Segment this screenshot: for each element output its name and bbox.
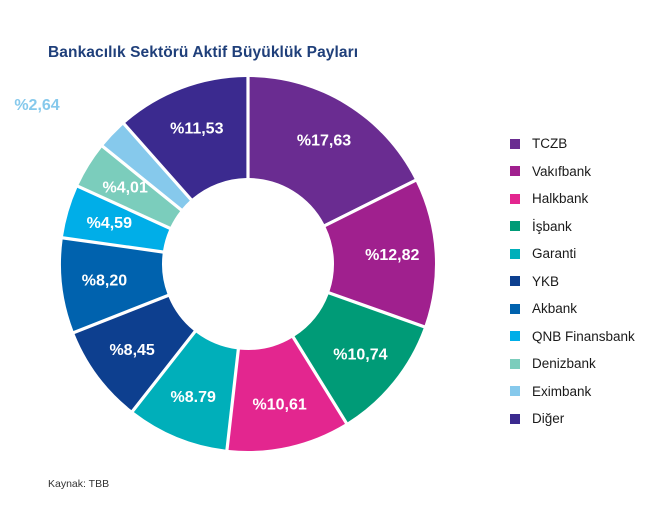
legend-swatch bbox=[510, 166, 520, 177]
slice-label: %17,63 bbox=[297, 133, 351, 150]
legend-item: Garanti bbox=[510, 240, 635, 268]
slice-label: %10,74 bbox=[333, 346, 387, 363]
chart-title: Bankacılık Sektörü Aktif Büyüklük Paylar… bbox=[48, 44, 359, 61]
slice-label: %4,01 bbox=[102, 179, 147, 196]
donut-slice bbox=[249, 77, 415, 225]
legend-label: Diğer bbox=[532, 411, 565, 427]
legend-item: Vakıfbank bbox=[510, 158, 635, 186]
legend-swatch bbox=[510, 303, 520, 314]
legend-label: Vakıfbank bbox=[532, 163, 592, 179]
legend-label: Halkbank bbox=[532, 191, 589, 207]
legend-item: TCZB bbox=[510, 130, 635, 158]
legend-swatch bbox=[510, 358, 520, 369]
donut-slice bbox=[228, 337, 345, 451]
legend-label: Garanti bbox=[532, 246, 577, 262]
donut-slice bbox=[294, 294, 424, 423]
legend-swatch bbox=[510, 413, 520, 424]
slice-label: %8,20 bbox=[82, 272, 127, 289]
legend-item: İşbank bbox=[510, 213, 635, 241]
legend-label: TCZB bbox=[532, 136, 568, 152]
legend-swatch bbox=[510, 276, 520, 287]
slice-label: %8,45 bbox=[109, 342, 154, 359]
legend-item: QNB Finansbank bbox=[510, 323, 635, 351]
legend-label: İşbank bbox=[532, 218, 572, 234]
legend-swatch bbox=[510, 331, 520, 342]
donut-slice bbox=[125, 77, 247, 199]
slice-label: %10,61 bbox=[252, 397, 306, 414]
legend-item: Denizbank bbox=[510, 350, 635, 378]
legend-item: Diğer bbox=[510, 405, 635, 433]
slice-label: %12,82 bbox=[365, 247, 419, 264]
legend-swatch bbox=[510, 193, 520, 204]
legend-item: Halkbank bbox=[510, 185, 635, 213]
legend-item: YKB bbox=[510, 268, 635, 296]
donut-slice bbox=[133, 332, 237, 450]
legend-label: Eximbank bbox=[532, 383, 592, 399]
legend-label: Denizbank bbox=[532, 356, 596, 372]
legend-swatch bbox=[510, 248, 520, 259]
donut-slice bbox=[325, 181, 435, 326]
donut-slice bbox=[78, 147, 181, 227]
slice-label: %8.79 bbox=[171, 389, 216, 406]
slice-label: %4,59 bbox=[87, 215, 132, 232]
chart-legend: TCZB Vakıfbank Halkbank İşbank Garanti YKB Akb… bbox=[510, 130, 635, 433]
donut-slice bbox=[103, 125, 190, 209]
legend-label: Akbank bbox=[532, 301, 578, 317]
legend-label: YKB bbox=[532, 273, 560, 289]
source-note: Kaynak: TBB bbox=[48, 478, 110, 490]
legend-item: Akbank bbox=[510, 295, 635, 323]
legend-label: QNB Finansbank bbox=[532, 328, 635, 344]
legend-swatch bbox=[510, 221, 520, 232]
slice-label: %11,53 bbox=[170, 120, 223, 137]
legend-swatch bbox=[510, 386, 520, 397]
legend-item: Eximbank bbox=[510, 378, 635, 406]
slice-label: %2,64 bbox=[14, 97, 59, 114]
donut-slice bbox=[63, 187, 170, 251]
donut-slice bbox=[74, 296, 194, 411]
legend-swatch bbox=[510, 138, 520, 149]
donut-slice bbox=[60, 239, 168, 331]
